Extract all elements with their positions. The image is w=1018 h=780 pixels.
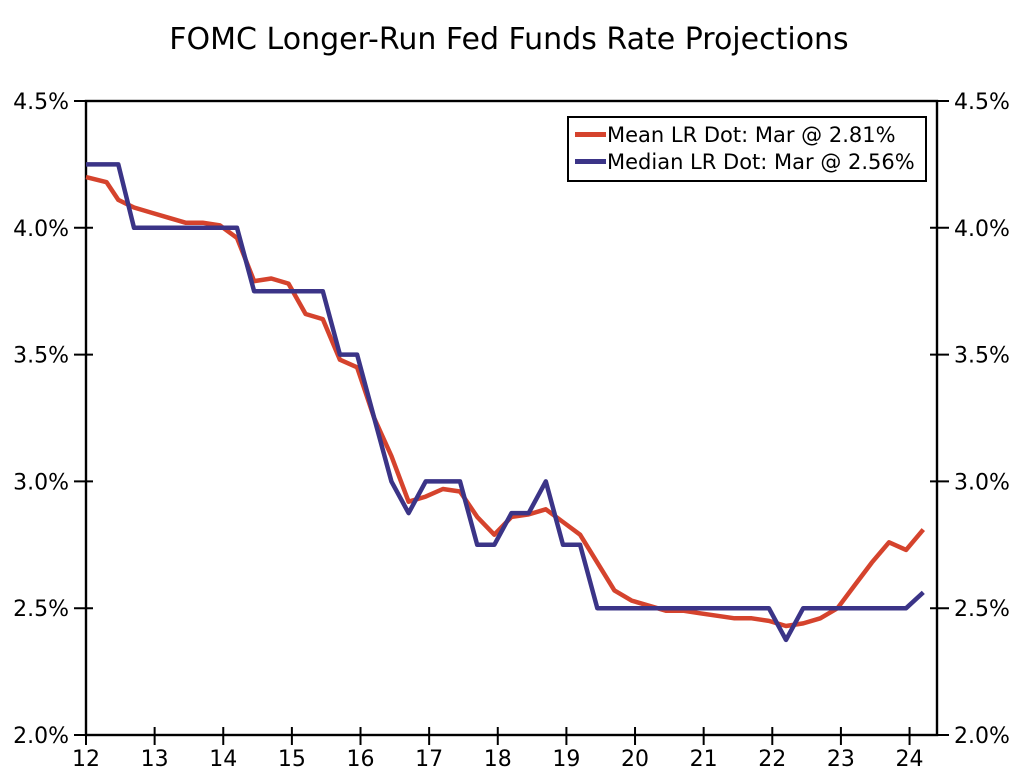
legend-box: Mean LR Dot: Mar @ 2.81% Median LR Dot: … <box>567 116 927 182</box>
x-tick-label: 14 <box>209 747 237 772</box>
y-tick-label-left: 3.0% <box>13 470 69 495</box>
plot-border <box>84 99 939 737</box>
y-tick-label-left: 4.5% <box>13 90 69 115</box>
y-tick-label-right: 3.5% <box>954 344 1010 369</box>
x-tick-label: 24 <box>896 747 924 772</box>
x-tick-label: 19 <box>552 747 580 772</box>
y-tick-label-right: 4.5% <box>954 90 1010 115</box>
x-tick-label: 16 <box>347 747 375 772</box>
y-tick-label-right: 4.0% <box>954 217 1010 242</box>
legend-item-median: Median LR Dot: Mar @ 2.56% <box>575 148 915 175</box>
y-tick-label-left: 2.0% <box>13 724 69 749</box>
x-tick-label: 15 <box>278 747 306 772</box>
x-tick-label: 12 <box>72 747 100 772</box>
x-tick-label: 17 <box>415 747 443 772</box>
legend-item-mean: Mean LR Dot: Mar @ 2.81% <box>575 121 915 148</box>
x-tick-label: 18 <box>484 747 512 772</box>
x-tick-label: 22 <box>758 747 786 772</box>
series-line-mean-lr-dot <box>85 174 926 629</box>
y-tick-label-left: 2.5% <box>13 597 69 622</box>
median-line-swatch-icon <box>575 159 606 164</box>
y-tick-label-right: 3.0% <box>954 470 1010 495</box>
y-tick-label-left: 3.5% <box>13 344 69 369</box>
x-tick-label: 23 <box>827 747 855 772</box>
legend-label-median: Median LR Dot: Mar @ 2.56% <box>607 149 915 174</box>
legend-label-mean: Mean LR Dot: Mar @ 2.81% <box>607 122 896 147</box>
mean-line-swatch-icon <box>575 132 606 137</box>
chart-title: FOMC Longer-Run Fed Funds Rate Projectio… <box>169 22 849 57</box>
y-tick-label-left: 4.0% <box>13 217 69 242</box>
x-tick-label: 20 <box>621 747 649 772</box>
x-tick-label: 21 <box>690 747 718 772</box>
x-tick-label: 13 <box>141 747 169 772</box>
series-line-median-lr-dot <box>86 162 925 643</box>
y-tick-label-right: 2.5% <box>954 597 1010 622</box>
y-tick-label-right: 2.0% <box>954 724 1010 749</box>
